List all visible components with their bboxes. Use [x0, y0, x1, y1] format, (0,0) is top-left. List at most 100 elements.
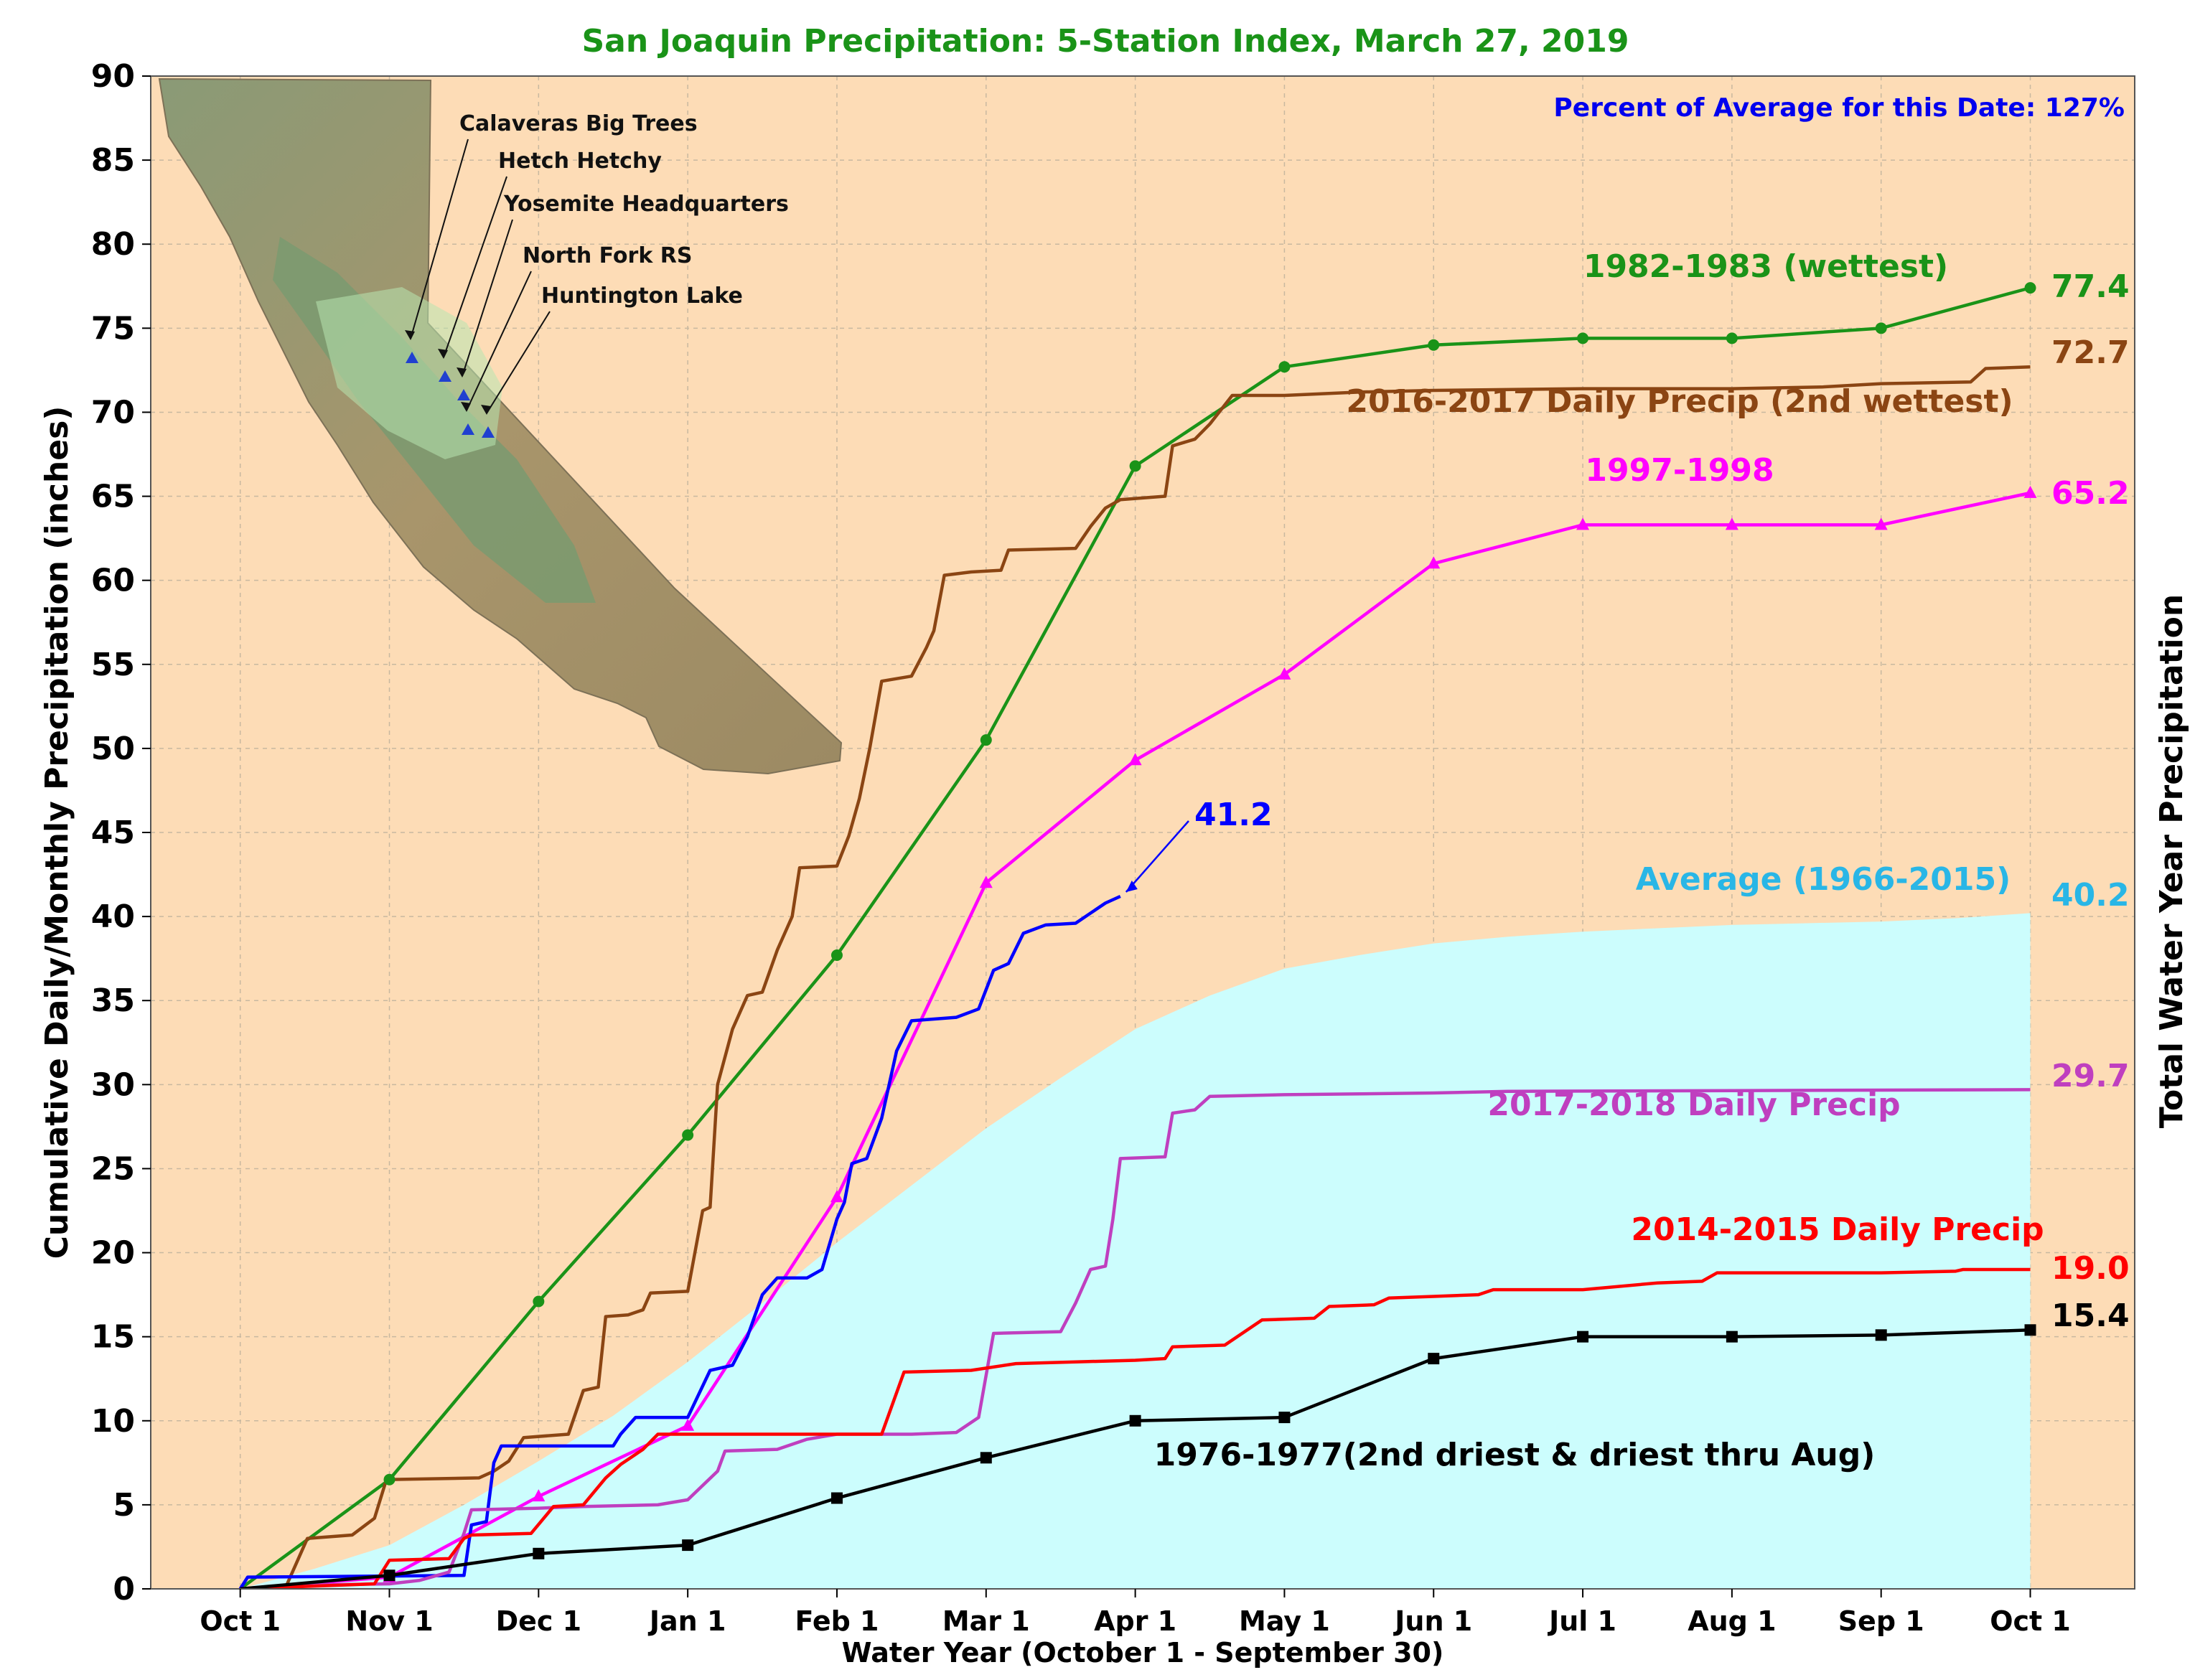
station-pointer	[486, 311, 551, 414]
series-name-label: 2016-2017 Daily Precip (2nd wettest)	[1346, 383, 2013, 420]
series-end-value-label: 15.4	[2051, 1297, 2130, 1334]
station-marker-triangle	[482, 426, 495, 438]
series-name-label: 2014-2015 Daily Precip	[1631, 1211, 2044, 1248]
station-pointer	[462, 219, 513, 377]
series-name-label: 2017-2018 Daily Precip	[1487, 1087, 1900, 1123]
y-tick-label: 40	[91, 898, 135, 935]
data-point-circle	[2024, 282, 2036, 294]
data-point-circle	[1129, 460, 1141, 472]
data-point-square	[980, 1452, 992, 1464]
data-point-square	[383, 1569, 396, 1582]
data-point-triangle	[1874, 517, 1888, 530]
y-tick-label: 10	[91, 1403, 135, 1440]
x-tick-label: Mar 1	[942, 1605, 1030, 1637]
series-name-label: 1976-1977(2nd driest & driest thru Aug)	[1154, 1437, 1876, 1473]
x-tick-label: Jan 1	[647, 1605, 726, 1637]
x-tick-label: Jun 1	[1393, 1605, 1472, 1637]
station-marker-triangle	[406, 352, 418, 363]
x-tick-label: Apr 1	[1094, 1605, 1176, 1637]
series-end-value-label: 29.7	[2051, 1058, 2130, 1094]
y-tick-label: 70	[91, 394, 135, 431]
x-tick-label: Oct 1	[200, 1605, 281, 1637]
y-tick-label: 30	[91, 1066, 135, 1103]
y-tick-label: 0	[113, 1571, 135, 1608]
x-tick-label: May 1	[1239, 1605, 1330, 1637]
data-point-triangle	[1278, 667, 1291, 680]
data-point-circle	[980, 734, 992, 746]
data-point-square	[1577, 1331, 1589, 1343]
data-point-circle	[1577, 332, 1589, 344]
station-label: Hetch Hetchy	[498, 149, 662, 174]
data-point-circle	[830, 949, 843, 961]
y-axis-right-label: Total Water Year Precipitation	[2153, 594, 2190, 1128]
y-tick-label: 90	[91, 58, 135, 95]
y-tick-label: 20	[91, 1235, 135, 1272]
data-point-square	[1428, 1353, 1440, 1365]
station-pointer-arrowhead	[438, 349, 448, 359]
current-value-arrowhead	[1125, 881, 1138, 893]
x-tick-label: Nov 1	[345, 1605, 433, 1637]
series-labels: Average (1966-2015) 40.2 1982-1983 (wettes…	[1125, 248, 2130, 1473]
data-point-circle	[533, 1295, 545, 1308]
x-tick-label: Oct 1	[1990, 1605, 2071, 1637]
y-tick-label: 75	[91, 310, 135, 347]
data-point-circle	[383, 1473, 396, 1486]
x-axis: Oct 1 Nov 1 Dec 1 Jan 1 Feb 1 Mar 1 Apr 1 May 1…	[200, 1589, 2071, 1637]
x-axis-label: Water Year (October 1 - September 30)	[842, 1637, 1444, 1669]
y-tick-label: 65	[91, 479, 135, 515]
y-axis-label: Cumulative Daily/Monthly Precipitation (…	[39, 406, 75, 1259]
data-point-circle	[1726, 332, 1738, 344]
data-point-triangle	[1427, 556, 1441, 569]
data-point-circle	[682, 1129, 694, 1141]
y-tick-label: 45	[91, 815, 135, 851]
current-value-pointer	[1125, 820, 1189, 893]
series-end-value-label: 65.2	[2051, 475, 2130, 512]
y-tick-label: 85	[91, 142, 135, 179]
y-tick-label: 15	[91, 1319, 135, 1356]
station-label: Huntington Lake	[541, 283, 743, 309]
y-tick-label: 25	[91, 1150, 135, 1187]
x-tick-label: Sep 1	[1838, 1605, 1924, 1637]
california-map-shape	[158, 78, 843, 775]
y-tick-label: 50	[91, 731, 135, 767]
chart-title: San Joaquin Precipitation: 5-Station Ind…	[581, 23, 1629, 60]
series-end-value-label: 77.4	[2051, 268, 2130, 305]
station-marker-triangle	[439, 370, 451, 382]
y-tick-label: 55	[91, 647, 135, 683]
series-name-label: 1997-1998	[1585, 452, 1774, 489]
x-tick-label: Jul 1	[1547, 1605, 1616, 1637]
series-end-value-label: 40.2	[2051, 877, 2130, 914]
data-point-circle	[1278, 361, 1291, 373]
data-point-square	[1875, 1329, 1887, 1341]
y-axis: 0 5 10 15 20 25 30 35 40 45 50 55 60 65 70 75 80 85 90	[91, 58, 151, 1608]
data-point-circle	[1428, 339, 1440, 351]
station-pointer	[410, 139, 469, 339]
station-pointer-arrowhead	[461, 402, 471, 412]
series-line	[240, 1267, 2031, 1589]
y-tick-label: 5	[113, 1487, 135, 1524]
series-name-label: 1982-1983 (wettest)	[1583, 248, 1948, 285]
station-label: North Fork RS	[523, 243, 692, 268]
data-point-square	[1726, 1331, 1738, 1343]
data-point-triangle	[1576, 517, 1590, 530]
data-point-triangle	[2023, 485, 2037, 498]
data-point-square	[682, 1539, 694, 1552]
chart-subtitle: Percent of Average for this Date: 127%	[1553, 93, 2125, 123]
marker-layer	[383, 282, 2037, 1582]
california-map-inset	[158, 78, 843, 775]
data-point-triangle	[1128, 753, 1142, 766]
station-pointer	[443, 176, 507, 358]
station-pointer-arrowhead	[405, 330, 415, 340]
station-pointer-arrowhead	[457, 367, 467, 377]
series-line	[238, 894, 1121, 1589]
station-marker-triangle	[457, 389, 470, 400]
san-joaquin-basin-region	[316, 287, 502, 459]
data-point-square	[1278, 1412, 1291, 1424]
x-tick-label: Feb 1	[795, 1605, 879, 1637]
data-point-circle	[1875, 322, 1887, 334]
y-tick-label: 35	[91, 982, 135, 1019]
series-end-value-label: 41.2	[1194, 797, 1273, 833]
station-markers: Calaveras Big Trees Hetch Hetchy Yosemite …	[405, 111, 789, 438]
x-tick-label: Aug 1	[1688, 1605, 1776, 1637]
